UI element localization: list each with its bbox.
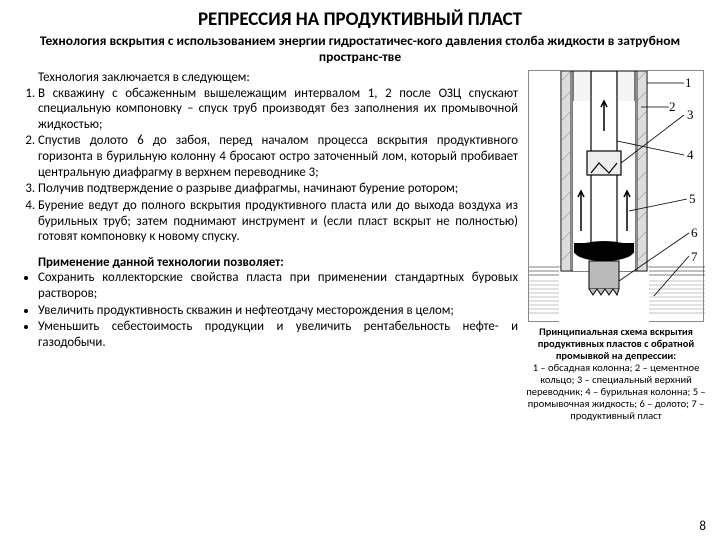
label-6: 6 xyxy=(691,225,698,241)
step-item: В скважину с обсаженным вышележащим инте… xyxy=(38,86,518,133)
benefit-item: Увеличить продуктивность скважин и нефте… xyxy=(38,303,518,319)
well-diagram: 1 2 3 4 5 6 7 xyxy=(528,70,704,322)
step-item: Спустив долото 6 до забоя, перед началом… xyxy=(38,133,518,180)
label-7: 7 xyxy=(691,249,698,265)
figure-column: 1 2 3 4 5 6 7 Принципиальная схема вскры… xyxy=(526,70,706,423)
step-item: Бурение ведут до полного вскрытия продук… xyxy=(38,198,518,245)
intro-text: Технология заключается в следующем: xyxy=(38,70,518,86)
figure-caption: Принципиальная схема вскрытия продуктивн… xyxy=(526,326,706,423)
benefit-item: Сохранить коллекторские свойства пласта … xyxy=(38,270,518,301)
step-item: Получив подтверждение о разрыве диафрагм… xyxy=(38,181,518,197)
content-row: Технология заключается в следующем: В ск… xyxy=(14,70,706,423)
page-subtitle: Технология вскрытия с использованием эне… xyxy=(14,33,706,64)
label-2: 2 xyxy=(669,99,676,115)
page-number: 8 xyxy=(699,519,706,534)
diagram-svg xyxy=(529,71,705,323)
page-title: РЕПРЕССИЯ НА ПРОДУКТИВНЫЙ ПЛАСТ xyxy=(14,8,706,31)
label-4: 4 xyxy=(687,147,694,163)
label-1: 1 xyxy=(685,75,692,91)
caption-bold: Принципиальная схема вскрытия продуктивн… xyxy=(538,325,695,362)
benefits-list: Сохранить коллекторские свойства пласта … xyxy=(14,270,518,350)
benefits-title: Применение данной технологии позволяет: xyxy=(38,255,518,271)
label-3: 3 xyxy=(687,107,694,123)
steps-list: В скважину с обсаженным вышележащим инте… xyxy=(14,86,518,245)
text-column: Технология заключается в следующем: В ск… xyxy=(14,70,518,423)
benefit-item: Уменьшить себестоимость продукции и увел… xyxy=(38,319,518,350)
caption-rest: 1 – обсадная колонна; 2 – цементное коль… xyxy=(526,361,705,422)
label-5: 5 xyxy=(689,191,696,207)
